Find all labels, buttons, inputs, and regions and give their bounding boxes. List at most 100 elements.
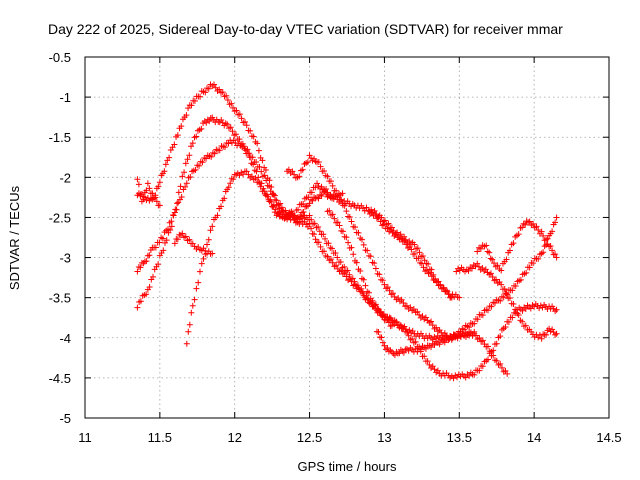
data-point: [341, 263, 348, 270]
data-point: [311, 155, 318, 162]
data-point: [289, 168, 296, 175]
data-point: [497, 360, 504, 367]
data-point: [397, 231, 404, 238]
data-point: [409, 335, 416, 342]
data-point: [503, 256, 510, 263]
data-point: [381, 217, 388, 224]
data-point: [248, 173, 255, 180]
y-axis-label: SDTVAR / TECUs: [7, 185, 22, 290]
data-point: [225, 184, 232, 191]
data-point: [466, 372, 473, 379]
data-point: [371, 260, 378, 267]
data-point: [389, 290, 396, 297]
data-point: [333, 187, 340, 194]
data-point: [257, 183, 264, 190]
y-tick-label: -1.5: [49, 130, 71, 145]
data-point: [162, 161, 169, 168]
data-point: [471, 371, 478, 378]
data-point: [329, 211, 336, 218]
data-point: [406, 238, 413, 245]
data-point: [198, 125, 205, 132]
data-point: [189, 140, 196, 147]
data-point: [155, 183, 162, 190]
data-point: [490, 352, 497, 359]
data-point: [164, 226, 171, 233]
data-point: [135, 181, 142, 188]
data-point: [329, 245, 336, 252]
data-point: [552, 331, 559, 338]
data-point: [200, 255, 207, 262]
data-point: [486, 249, 493, 256]
data-point: [535, 227, 542, 234]
data-point: [171, 141, 178, 148]
data-point: [484, 343, 491, 350]
data-point: [371, 207, 378, 214]
data-point: [270, 204, 277, 211]
data-point: [553, 214, 560, 221]
data-point: [509, 314, 516, 321]
data-point: [341, 269, 348, 276]
data-point: [393, 318, 400, 325]
y-tick-label: -3: [59, 251, 71, 266]
data-point: [460, 326, 467, 333]
data-point: [137, 264, 144, 271]
data-point: [261, 188, 268, 195]
data-point: [364, 247, 371, 254]
data-point: [259, 157, 266, 164]
data-point: [379, 339, 386, 346]
data-point: [403, 328, 410, 335]
data-point: [494, 262, 501, 269]
series-arc-3: [134, 137, 395, 330]
data-point: [441, 339, 448, 346]
data-point: [327, 178, 334, 185]
data-point: [479, 312, 486, 319]
data-point: [315, 239, 322, 246]
data-point: [491, 260, 498, 267]
data-point: [209, 223, 216, 230]
data-point: [417, 346, 424, 353]
series-arc-10: [366, 206, 463, 301]
data-point: [238, 115, 245, 122]
data-point: [177, 183, 184, 190]
data-point: [428, 266, 435, 273]
data-point: [549, 247, 556, 254]
data-point: [188, 143, 195, 150]
y-tick-label: -2.5: [49, 210, 71, 225]
data-point: [143, 291, 150, 298]
data-point: [321, 188, 328, 195]
data-point: [379, 277, 386, 284]
data-point: [212, 84, 219, 91]
data-point: [243, 168, 250, 175]
data-point: [384, 284, 391, 291]
data-point: [422, 345, 429, 352]
data-point: [241, 118, 248, 125]
data-point: [491, 300, 498, 307]
data-point: [338, 267, 345, 274]
data-point: [483, 242, 490, 249]
data-point: [367, 253, 374, 260]
data-point: [134, 304, 141, 311]
y-tick-label: -3.5: [49, 291, 71, 306]
y-tick-label: -0.5: [49, 50, 71, 65]
data-point: [479, 337, 486, 344]
data-point: [489, 256, 496, 263]
data-point: [535, 255, 542, 262]
data-point: [372, 301, 379, 308]
data-point: [440, 284, 447, 291]
data-point: [544, 235, 551, 242]
data-point: [430, 271, 437, 278]
series-arc-11: [453, 260, 560, 342]
data-point: [308, 225, 315, 232]
data-point: [317, 243, 324, 250]
data-point: [543, 236, 550, 243]
data-point: [462, 374, 469, 381]
data-point: [182, 233, 189, 240]
data-point: [339, 228, 346, 235]
data-point: [178, 123, 185, 130]
data-point: [346, 214, 353, 221]
data-points: [134, 81, 560, 382]
data-point: [230, 104, 237, 111]
data-point: [285, 213, 292, 219]
data-point: [272, 196, 279, 203]
data-point: [256, 163, 263, 170]
